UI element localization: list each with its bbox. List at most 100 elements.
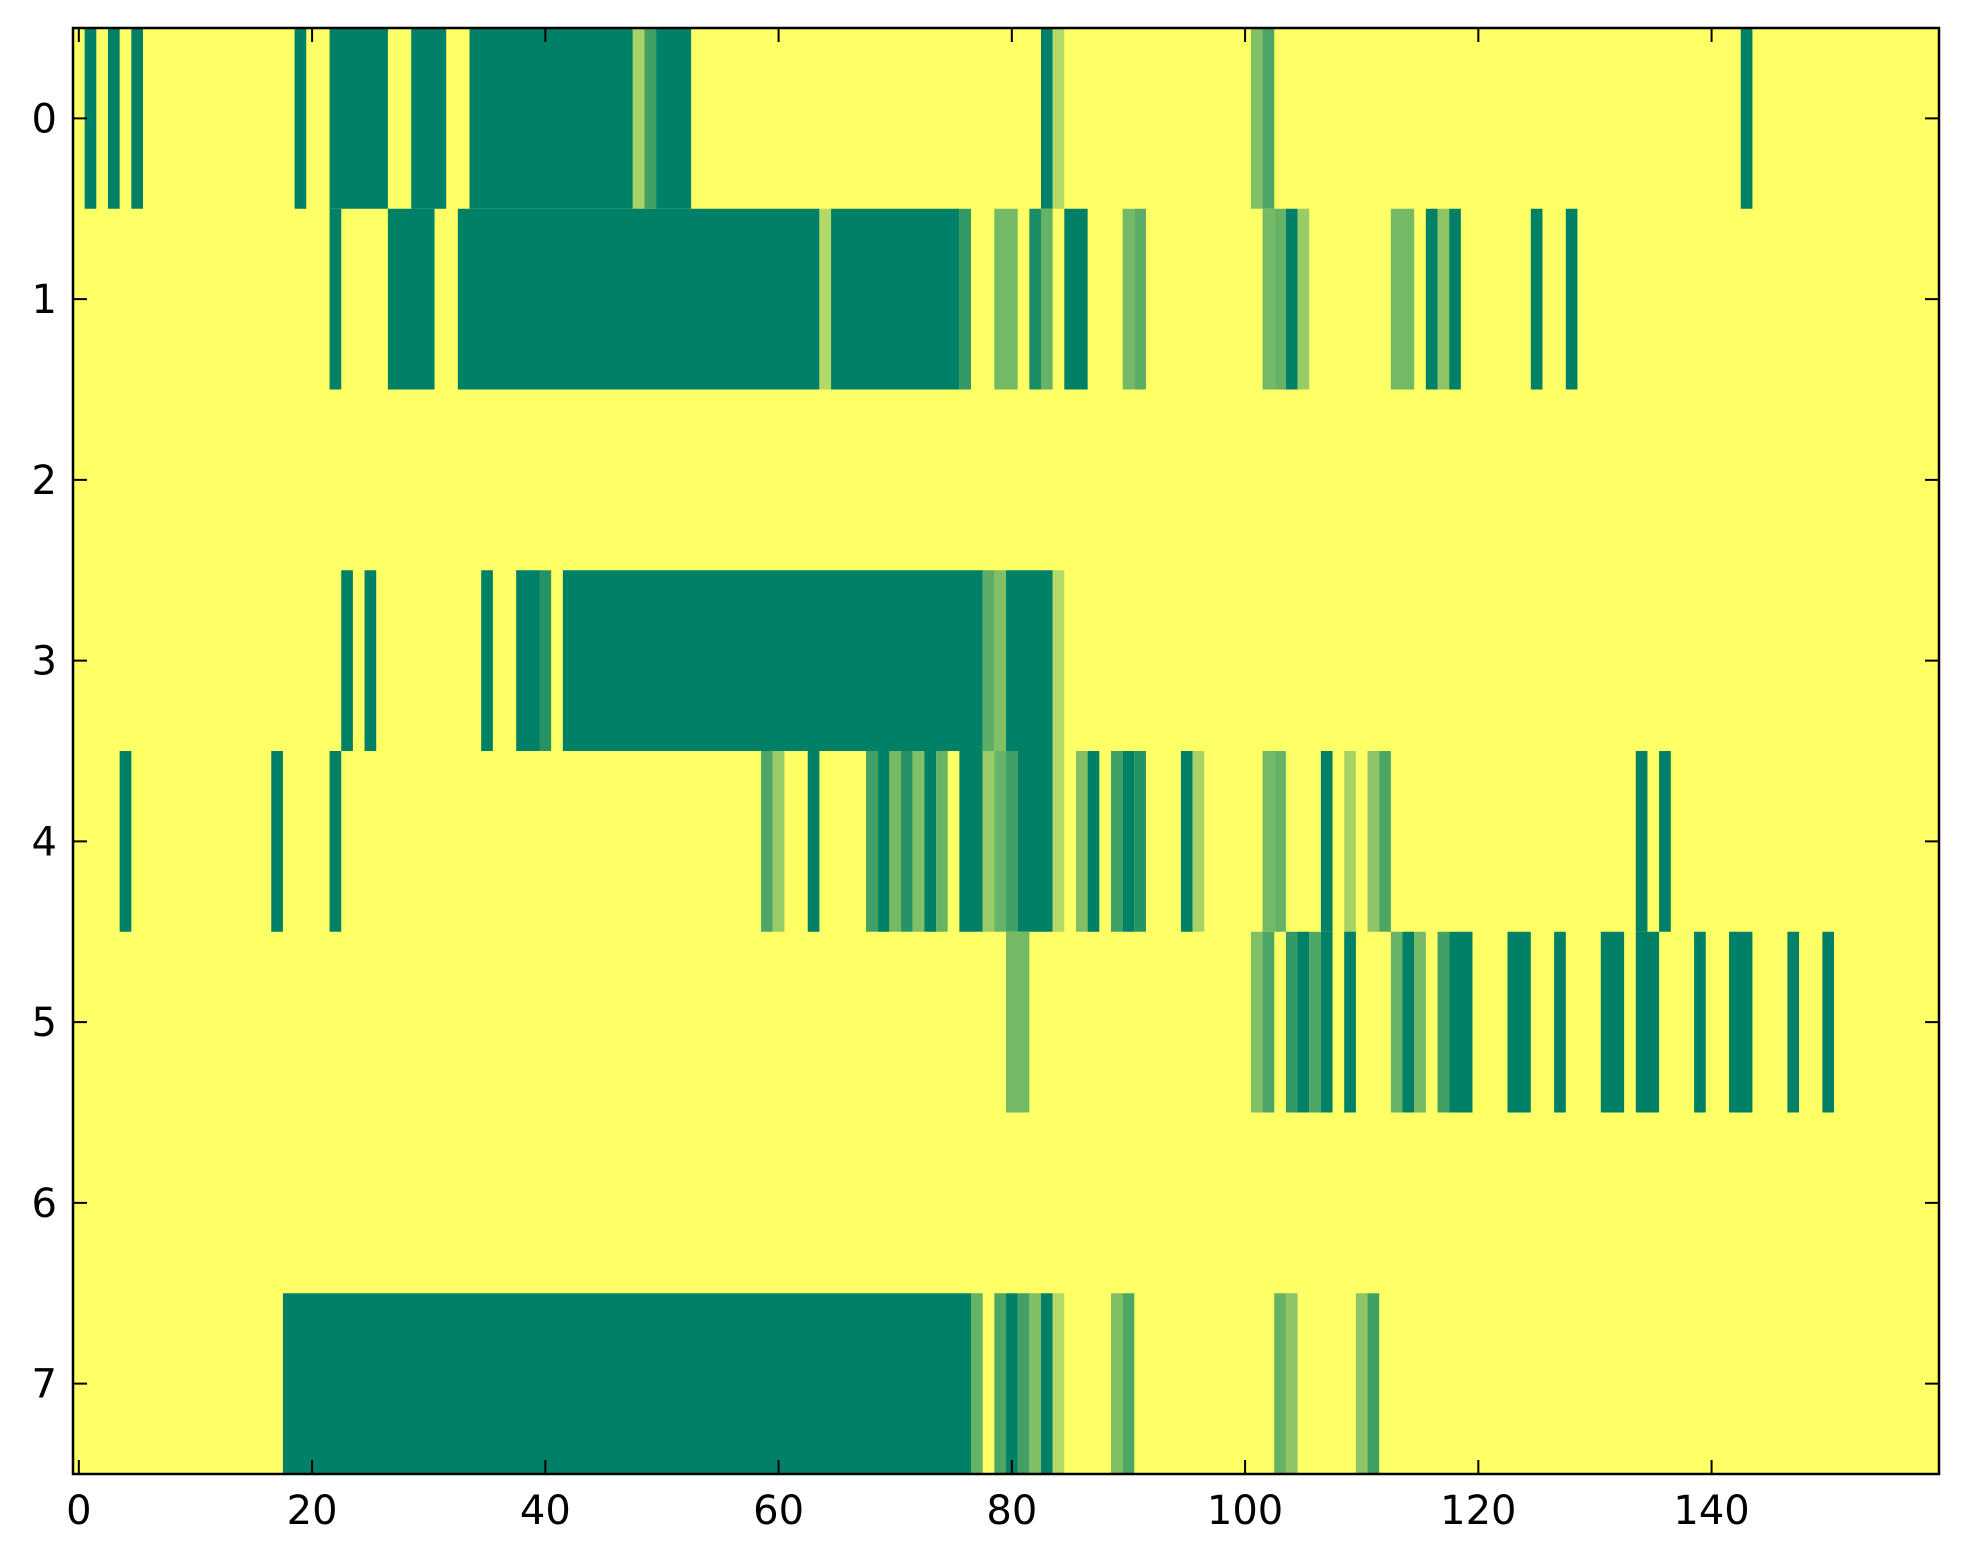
x-tick-label: 20 [287,1488,338,1534]
heatmap-cell [1285,1293,1298,1474]
heatmap-cell [271,751,283,932]
heatmap-cell [516,570,540,751]
heatmap-cell [959,751,983,932]
heatmap-cell [1052,1293,1065,1474]
heatmap-cell [329,28,388,209]
heatmap-cell [294,28,307,209]
heatmap-cell [1262,28,1275,209]
y-tick-label: 6 [32,1181,57,1227]
heatmap-cell [1017,751,1053,932]
heatmap-cell [772,751,785,932]
heatmap-cell [1087,751,1100,932]
heatmap-cell [1437,931,1450,1113]
heatmap-cell [1262,751,1275,932]
heatmap-cell [1297,208,1310,390]
heatmap-cell [1122,751,1135,932]
heatmap-cell [1029,1293,1041,1474]
heatmap-cell [1320,751,1333,932]
heatmap-cell [1274,751,1286,932]
heatmap-cell [1367,751,1380,932]
heatmap-cell [1040,208,1053,390]
heatmap-cell [1449,208,1461,390]
heatmap-cell [119,751,132,932]
heatmap-cell [1122,208,1135,390]
heatmap-cell [1052,751,1065,932]
y-tick-label: 1 [32,277,57,323]
y-axis-tick-labels: 0 1 2 3 4 5 6 7 [32,96,57,1407]
heatmap-cell [866,751,878,932]
heatmap-cell [1402,931,1415,1113]
heatmap-cell [761,751,773,932]
heatmap-cell [982,751,995,932]
heatmap-cell [1320,931,1333,1113]
x-tick-label: 100 [1207,1488,1283,1534]
heatmap-cell [656,28,692,209]
heatmap-cell [994,208,1018,390]
heatmap-cell [1110,1293,1123,1474]
heatmap-cell [1740,28,1753,209]
heatmap-cell [1262,208,1275,390]
heatmap-cell [481,570,493,751]
heatmap-cell [469,28,633,209]
heatmap-cell [1064,208,1088,390]
heatmap-cell [1250,931,1263,1113]
x-axis-tick-labels: 0 20 40 60 80 100 120 140 [66,1488,1750,1534]
heatmap-cell [1052,28,1065,209]
y-tick-label: 7 [32,1362,57,1408]
y-tick-label: 4 [32,819,57,865]
heatmap-cell [1262,931,1275,1113]
heatmap-cell [1134,751,1146,932]
heatmap-cell [632,28,645,209]
plot-frame [71,26,1941,1476]
heatmap-cell [1297,931,1310,1113]
heatmap-cell [1554,931,1566,1113]
heatmap-cell [364,570,377,751]
heatmap-cell [1274,208,1286,390]
heatmap-cell [562,570,983,751]
heatmap-cell [1390,208,1415,390]
heatmap-cell [1309,931,1321,1113]
heatmap-cell [1729,931,1753,1113]
heatmap-cell [411,28,447,209]
heatmap-cell [994,570,1006,751]
heatmap-cell [539,570,552,751]
heatmap-cell [1530,208,1543,390]
y-tick-label: 3 [32,639,57,685]
heatmap-cell [1006,931,1030,1113]
heatmap-cell [1344,751,1356,932]
heatmap-cell [1040,1293,1053,1474]
heatmap-cell [959,208,972,390]
heatmap-cell [971,1293,983,1474]
heatmap-cell [1600,931,1625,1113]
heatmap-cell [1414,931,1426,1113]
heatmap-cell [387,208,435,390]
heatmap-cell [901,751,913,932]
heatmap-cell [1379,751,1391,932]
heatmap-cell [1285,208,1298,390]
axis-ticks [73,28,1939,1474]
heatmap-cell [982,570,995,751]
heatmap-cell [924,751,937,932]
heatmap-cell [84,28,97,209]
heatmap-cell [1029,208,1041,390]
heatmap-cell [1040,28,1053,209]
heatmap-cell [1285,931,1298,1113]
heatmap-cell [1565,208,1578,390]
y-tick-label: 2 [32,458,57,504]
heatmap-cell [889,751,902,932]
heatmap-cell [1822,931,1835,1113]
heatmap-cell [644,28,657,209]
x-tick-label: 140 [1673,1488,1749,1534]
x-tick-label: 120 [1440,1488,1516,1534]
heatmap-cell [807,751,820,932]
heatmap-cell [329,208,342,390]
heatmap-cell [1787,931,1800,1113]
heatmap-cell [1659,751,1671,932]
heatmap-cell [1390,931,1403,1113]
heatmap-cell [831,208,960,390]
heatmap-cell [341,570,353,751]
heatmap-cell [1006,1293,1018,1474]
y-tick-label: 0 [32,96,57,142]
heatmap-cell [1006,751,1018,932]
